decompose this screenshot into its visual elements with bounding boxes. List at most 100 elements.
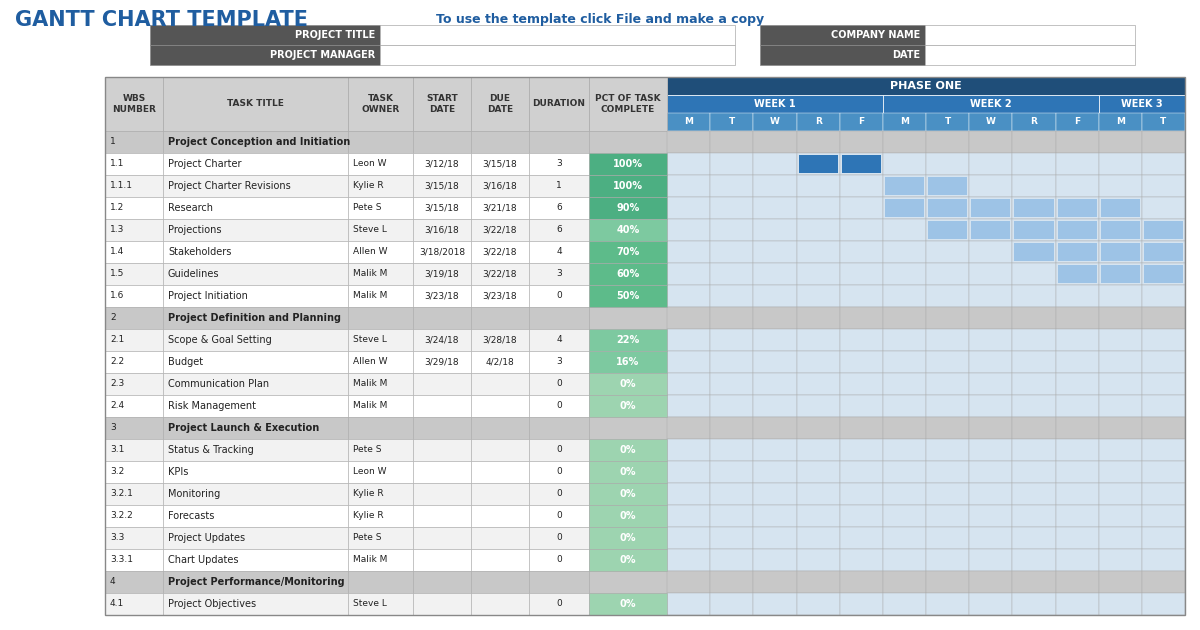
Bar	[840, 505, 883, 527]
Bar	[926, 571, 970, 593]
Bar	[470, 263, 529, 285]
Bar	[1056, 483, 1099, 505]
Bar	[926, 197, 970, 219]
Bar	[348, 483, 413, 505]
Text: Project Charter Revisions: Project Charter Revisions	[168, 181, 290, 191]
Bar	[797, 329, 840, 351]
Bar	[1144, 265, 1183, 283]
Text: 3: 3	[556, 159, 562, 168]
Bar	[1142, 505, 1186, 527]
Bar	[348, 461, 413, 483]
Bar	[106, 571, 163, 593]
Bar	[840, 241, 883, 263]
Bar	[797, 241, 840, 263]
Bar	[667, 505, 710, 527]
Bar	[1013, 373, 1056, 395]
Bar	[589, 175, 667, 197]
Bar	[348, 549, 413, 571]
Bar	[1014, 243, 1054, 261]
Bar	[163, 77, 348, 131]
Text: 3/28/18: 3/28/18	[482, 336, 517, 345]
Bar	[971, 221, 1010, 239]
Bar	[413, 285, 470, 307]
Text: Stakeholders: Stakeholders	[168, 247, 232, 257]
Text: 3: 3	[556, 357, 562, 367]
Bar	[413, 549, 470, 571]
Bar	[1013, 505, 1056, 527]
Bar	[970, 351, 1013, 373]
Bar	[470, 593, 529, 615]
Text: PHASE ONE: PHASE ONE	[890, 81, 962, 91]
Text: 16%: 16%	[617, 357, 640, 367]
Bar	[797, 113, 840, 131]
Text: Scope & Goal Setting: Scope & Goal Setting	[168, 335, 271, 345]
Bar	[163, 219, 348, 241]
Bar	[470, 571, 529, 593]
Bar	[470, 241, 529, 263]
Bar	[840, 219, 883, 241]
Bar	[754, 527, 797, 549]
Bar	[754, 175, 797, 197]
Text: 3/23/18: 3/23/18	[482, 292, 517, 301]
Text: Guidelines: Guidelines	[168, 269, 220, 279]
Bar	[163, 439, 348, 461]
Bar	[840, 175, 883, 197]
Bar	[754, 395, 797, 417]
Bar	[840, 439, 883, 461]
Bar	[1013, 307, 1056, 329]
Bar	[348, 395, 413, 417]
Bar	[710, 439, 754, 461]
Bar	[470, 175, 529, 197]
Bar	[1142, 175, 1186, 197]
Bar	[754, 113, 797, 131]
Bar	[797, 307, 840, 329]
Bar	[1142, 439, 1186, 461]
Bar	[1142, 219, 1186, 241]
Text: Chart Updates: Chart Updates	[168, 555, 239, 565]
Bar	[106, 329, 163, 351]
Text: 3/24/18: 3/24/18	[425, 336, 460, 345]
Bar	[348, 527, 413, 549]
Bar	[413, 263, 470, 285]
Bar	[348, 307, 413, 329]
Bar	[926, 285, 970, 307]
Bar	[883, 527, 926, 549]
Bar	[667, 351, 710, 373]
Bar	[529, 395, 589, 417]
Bar	[589, 373, 667, 395]
Text: 0%: 0%	[619, 401, 636, 411]
Bar	[589, 307, 667, 329]
Bar	[163, 241, 348, 263]
Bar	[529, 329, 589, 351]
Bar	[797, 285, 840, 307]
Bar	[150, 45, 380, 65]
Bar	[1099, 417, 1142, 439]
Text: R: R	[815, 118, 822, 127]
Bar	[710, 153, 754, 175]
Bar	[970, 373, 1013, 395]
Bar	[163, 461, 348, 483]
Text: 1: 1	[556, 181, 562, 190]
Bar	[754, 483, 797, 505]
Bar	[1099, 263, 1142, 285]
Bar	[797, 175, 840, 197]
Text: COMPANY NAME: COMPANY NAME	[830, 30, 920, 40]
Bar	[1013, 329, 1056, 351]
Bar	[106, 395, 163, 417]
Bar	[413, 439, 470, 461]
Bar	[710, 113, 754, 131]
Bar	[1144, 243, 1183, 261]
Bar	[413, 241, 470, 263]
Bar	[589, 395, 667, 417]
Text: KPIs: KPIs	[168, 467, 188, 477]
Bar	[840, 395, 883, 417]
Text: TASK
OWNER: TASK OWNER	[361, 94, 400, 113]
Bar	[710, 571, 754, 593]
Bar	[348, 439, 413, 461]
Bar	[163, 549, 348, 571]
Text: Malik M: Malik M	[353, 270, 388, 278]
Text: 3/12/18: 3/12/18	[425, 159, 460, 168]
Bar	[970, 241, 1013, 263]
Bar	[163, 505, 348, 527]
Bar	[348, 131, 413, 153]
